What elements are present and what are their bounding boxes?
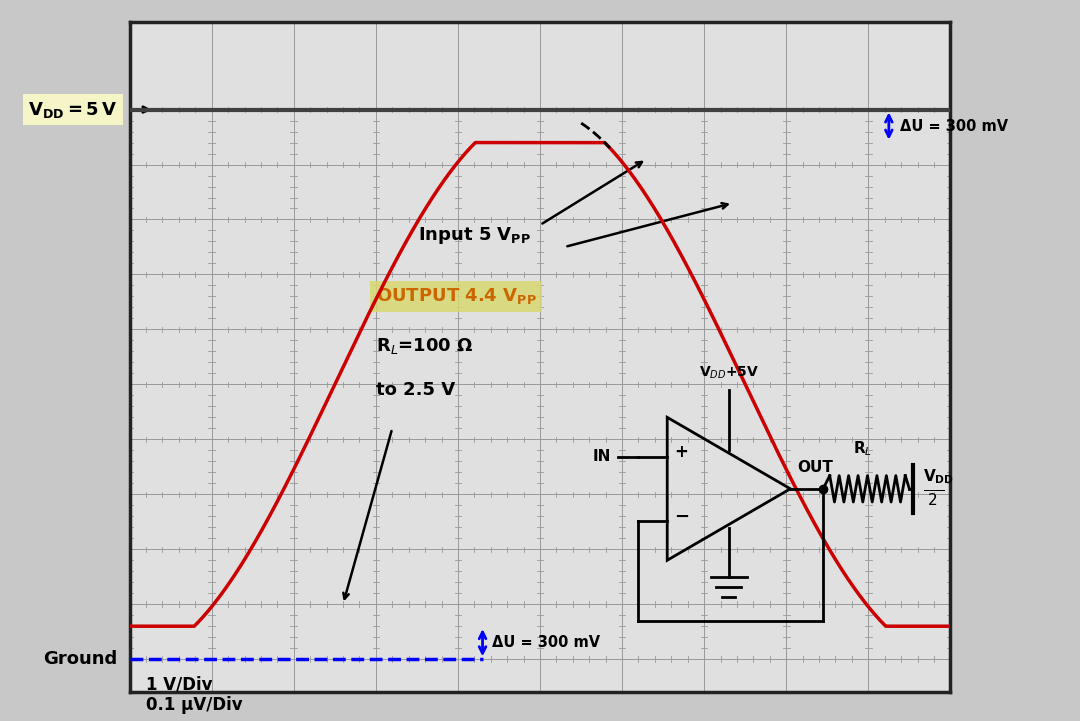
Text: ΔU = 300 mV: ΔU = 300 mV [492, 635, 600, 650]
Text: R$_L$=100 Ω: R$_L$=100 Ω [376, 336, 473, 356]
Text: R$_L$: R$_L$ [852, 439, 872, 458]
Text: Input 5 V$_\mathbf{PP}$: Input 5 V$_\mathbf{PP}$ [418, 226, 530, 247]
Text: IN: IN [593, 449, 611, 464]
Text: OUTPUT 4.4 V$_\mathbf{PP}$: OUTPUT 4.4 V$_\mathbf{PP}$ [376, 286, 537, 306]
Text: OUT: OUT [797, 459, 833, 474]
Text: to 2.5 V: to 2.5 V [376, 381, 455, 399]
Text: V$_{DD}$+5V: V$_{DD}$+5V [699, 365, 759, 381]
Text: +: + [674, 443, 688, 461]
Text: ΔU = 300 mV: ΔU = 300 mV [900, 118, 1008, 133]
Text: $\mathbf{V_{DD}}$
$\overline{\ 2\ }$: $\mathbf{V_{DD}}$ $\overline{\ 2\ }$ [923, 468, 955, 510]
Text: $\mathbf{V_{DD}}$$\mathbf{=5\,V}$: $\mathbf{V_{DD}}$$\mathbf{=5\,V}$ [28, 99, 118, 120]
Text: 1 V/Div
0.1 μV/Div: 1 V/Div 0.1 μV/Div [146, 676, 243, 715]
Text: −: − [674, 508, 689, 526]
Text: Ground: Ground [43, 650, 118, 668]
